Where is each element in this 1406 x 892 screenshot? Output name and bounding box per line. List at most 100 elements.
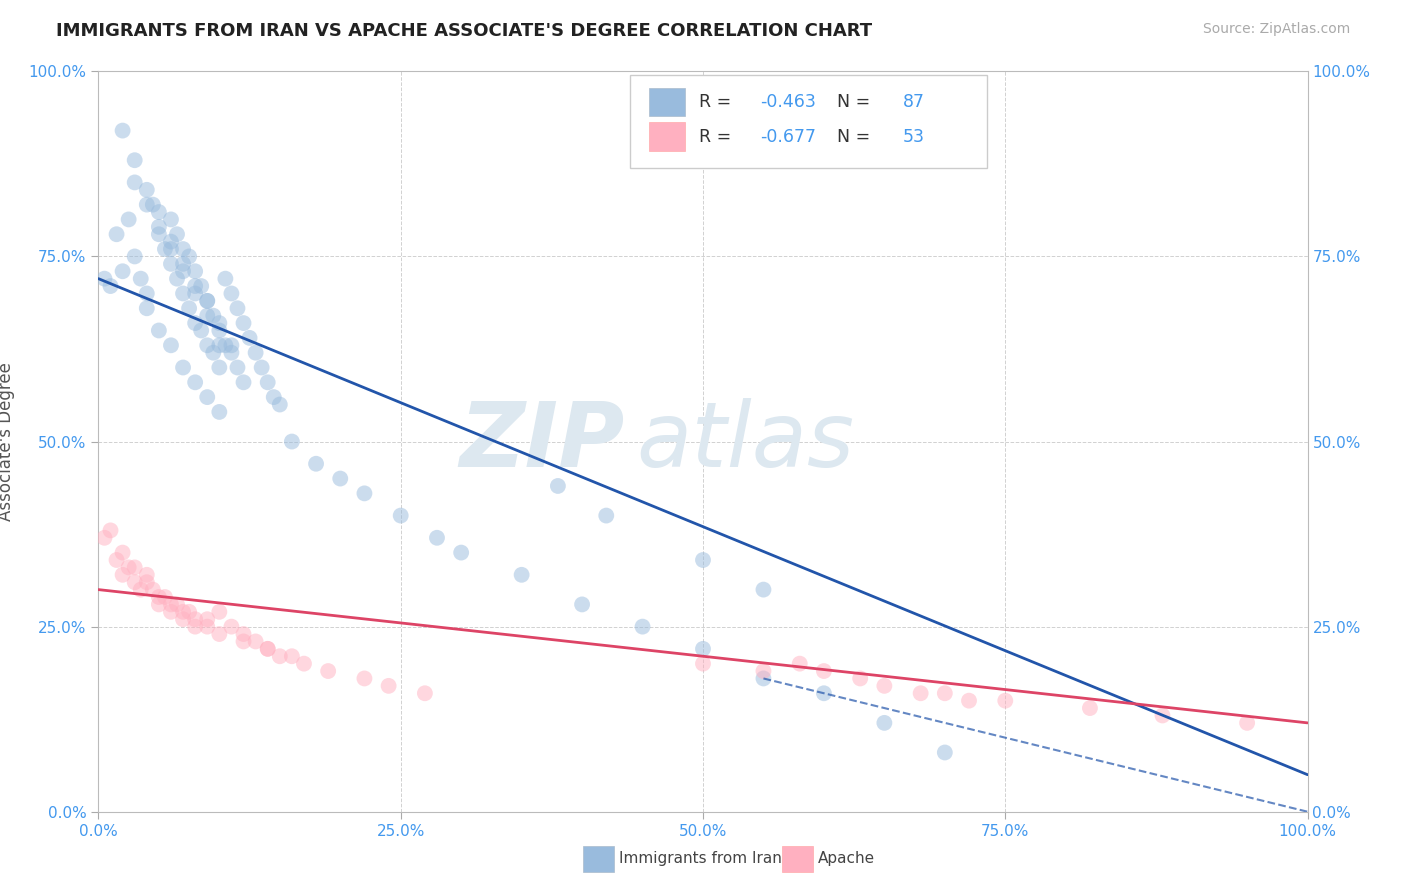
- Point: [184, 286, 207, 301]
- Point: [160, 605, 183, 619]
- Point: [195, 293, 218, 308]
- Point: [208, 605, 231, 619]
- Point: [105, 553, 128, 567]
- Point: [135, 286, 157, 301]
- Y-axis label: Associate's Degree: Associate's Degree: [0, 362, 14, 521]
- Point: [111, 567, 134, 582]
- Text: R =: R =: [699, 93, 737, 111]
- Point: [752, 664, 775, 678]
- Point: [124, 575, 146, 590]
- Point: [789, 657, 811, 671]
- Point: [245, 634, 267, 648]
- Point: [184, 264, 207, 278]
- Point: [160, 257, 183, 271]
- Point: [118, 560, 141, 574]
- Point: [195, 338, 218, 352]
- Point: [195, 309, 218, 323]
- FancyBboxPatch shape: [630, 75, 987, 168]
- Text: Immigrants from Iran: Immigrants from Iran: [619, 852, 782, 866]
- Point: [160, 338, 183, 352]
- Point: [172, 360, 194, 375]
- Point: [250, 360, 273, 375]
- Point: [256, 376, 278, 390]
- Point: [256, 641, 278, 656]
- Point: [256, 641, 278, 656]
- Point: [195, 619, 218, 633]
- Point: [232, 627, 254, 641]
- Point: [142, 197, 165, 211]
- Point: [269, 398, 291, 412]
- Point: [135, 197, 157, 211]
- Point: [232, 634, 254, 648]
- Point: [124, 560, 146, 574]
- Point: [166, 271, 188, 285]
- Point: [100, 279, 122, 293]
- Point: [135, 567, 157, 582]
- Point: [153, 590, 176, 604]
- Point: [111, 123, 134, 137]
- Point: [752, 582, 775, 597]
- Point: [692, 641, 714, 656]
- Point: [172, 242, 194, 256]
- Point: [93, 531, 115, 545]
- Point: [190, 324, 212, 338]
- Point: [124, 175, 146, 190]
- Point: [221, 619, 243, 633]
- Point: [1152, 708, 1174, 723]
- Text: Source: ZipAtlas.com: Source: ZipAtlas.com: [1202, 22, 1350, 37]
- Point: [118, 212, 141, 227]
- Point: [160, 242, 183, 256]
- Point: [221, 286, 243, 301]
- Point: [129, 271, 152, 285]
- Text: ZIP: ZIP: [460, 398, 624, 485]
- Point: [353, 486, 375, 500]
- Point: [353, 672, 375, 686]
- Point: [752, 672, 775, 686]
- Point: [208, 324, 231, 338]
- Point: [692, 553, 714, 567]
- Point: [93, 271, 115, 285]
- Bar: [648, 122, 685, 151]
- Point: [226, 301, 249, 316]
- Point: [190, 279, 212, 293]
- Point: [994, 694, 1017, 708]
- Point: [214, 271, 236, 285]
- Point: [160, 212, 183, 227]
- Text: Apache: Apache: [818, 852, 876, 866]
- Point: [184, 619, 207, 633]
- Point: [148, 590, 170, 604]
- Point: [281, 649, 304, 664]
- Point: [221, 338, 243, 352]
- Point: [413, 686, 436, 700]
- Point: [510, 567, 533, 582]
- Point: [129, 582, 152, 597]
- Point: [195, 390, 218, 404]
- Text: -0.463: -0.463: [759, 93, 815, 111]
- Point: [124, 250, 146, 264]
- Point: [957, 694, 980, 708]
- Point: [135, 301, 157, 316]
- Point: [1236, 715, 1258, 730]
- Point: [208, 316, 231, 330]
- Point: [148, 205, 170, 219]
- Point: [111, 546, 134, 560]
- Point: [934, 686, 956, 700]
- Point: [316, 664, 339, 678]
- Point: [135, 575, 157, 590]
- Point: [166, 598, 188, 612]
- Point: [377, 679, 399, 693]
- Point: [179, 605, 201, 619]
- Point: [269, 649, 291, 664]
- Point: [172, 605, 194, 619]
- Point: [873, 679, 896, 693]
- Point: [221, 345, 243, 359]
- Point: [934, 746, 956, 760]
- Point: [329, 471, 352, 485]
- Point: [450, 546, 472, 560]
- Point: [135, 183, 157, 197]
- Text: N =: N =: [827, 93, 876, 111]
- Text: R =: R =: [699, 128, 737, 145]
- Point: [214, 338, 236, 352]
- Point: [849, 672, 872, 686]
- Point: [184, 316, 207, 330]
